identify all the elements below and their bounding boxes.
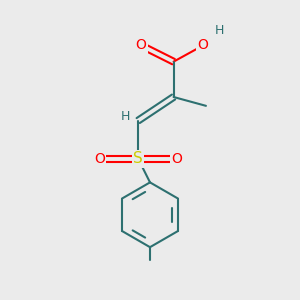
Text: O: O bbox=[94, 152, 105, 166]
Text: O: O bbox=[171, 152, 182, 166]
Text: H: H bbox=[120, 110, 130, 123]
Text: S: S bbox=[133, 151, 143, 166]
Text: H: H bbox=[214, 24, 224, 37]
Text: O: O bbox=[136, 38, 147, 52]
Text: O: O bbox=[198, 38, 208, 52]
